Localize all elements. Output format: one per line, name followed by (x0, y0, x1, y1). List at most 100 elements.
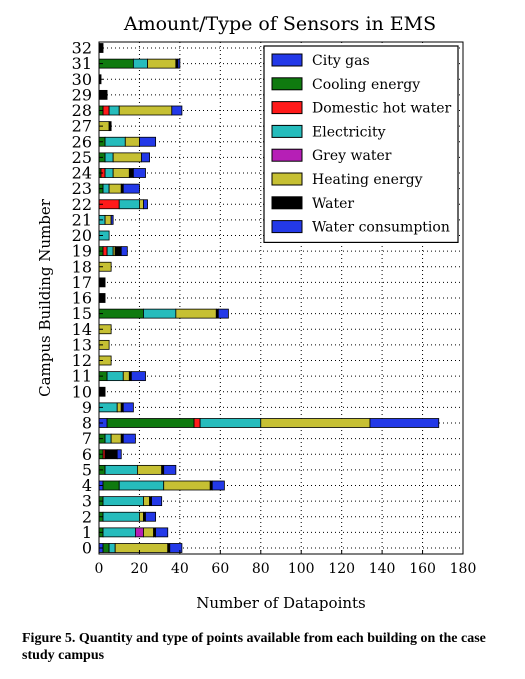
bar-segment (171, 105, 183, 116)
y-axis-label: Campus Building Number (36, 198, 54, 397)
bar-segment (139, 199, 144, 210)
legend-label: Water (312, 196, 354, 212)
x-axis-label: Number of Datapoints (196, 594, 366, 612)
bar-segment (163, 464, 177, 475)
bar-segment (369, 418, 440, 428)
bar-segment (122, 183, 140, 194)
x-tick-label: 40 (171, 561, 189, 577)
bar-segment (116, 402, 122, 413)
bar-segment (102, 511, 140, 522)
bar-segment (108, 105, 120, 116)
y-tick-label: 30 (72, 70, 92, 89)
bar-segment (104, 464, 138, 475)
legend-label: City gas (312, 53, 370, 69)
bar-segment (120, 246, 128, 257)
bar-segment (110, 214, 114, 225)
y-tick-label: 5 (82, 460, 92, 479)
bar-segment (104, 449, 118, 460)
x-tick-label: 100 (288, 561, 315, 577)
legend-swatch (271, 101, 303, 115)
bar-segment (102, 105, 110, 116)
legend-label: Water consumption (312, 220, 450, 236)
x-tick-label: 80 (252, 561, 270, 577)
bar-segment (128, 168, 134, 178)
y-tick-label: 2 (82, 507, 92, 526)
bar-segment (106, 246, 114, 257)
y-tick-label: 3 (82, 492, 92, 511)
legend-label: Electricity (312, 124, 386, 140)
bar-segment (102, 480, 120, 491)
y-tick-label: 21 (72, 210, 92, 229)
bar-segment (122, 433, 136, 444)
y-tick-label: 18 (72, 257, 92, 276)
y-tick-label: 28 (72, 101, 92, 120)
y-tick-label: 32 (72, 39, 92, 58)
bar-segment (118, 199, 140, 210)
bar-segment (175, 308, 217, 319)
x-tick-label: 20 (131, 561, 149, 577)
x-tick-label: 0 (95, 561, 104, 577)
bar-segment (106, 418, 195, 428)
bar-segment (106, 371, 124, 382)
x-tick-label: 160 (409, 561, 436, 577)
bar-segment (108, 183, 122, 194)
bar-segment (145, 511, 157, 522)
y-tick-label: 19 (72, 242, 92, 261)
bar-segment (104, 152, 114, 163)
bar-segment (98, 58, 134, 69)
bar-segment (104, 433, 112, 444)
bar-segment (143, 308, 177, 319)
legend-swatch (271, 53, 303, 67)
bar-segment (122, 371, 130, 382)
bar-segment (134, 527, 144, 538)
bar-segment (108, 543, 116, 553)
y-tick-label: 26 (72, 132, 92, 151)
y-tick-label: 15 (72, 304, 92, 323)
bar-segment (122, 402, 134, 413)
bar-segment (102, 246, 108, 257)
bar-segment (104, 168, 114, 178)
bar-segment (211, 480, 225, 491)
x-tick-label: 180 (450, 561, 477, 577)
bar-segment (102, 183, 110, 194)
legend-box (263, 45, 459, 243)
y-tick-label: 1 (82, 523, 92, 542)
y-tick-label: 6 (82, 445, 92, 464)
bar-segment (143, 496, 150, 507)
bar-segment (217, 308, 229, 319)
bar-segment (137, 464, 163, 475)
legend-swatch (271, 148, 303, 162)
bar-segment (132, 168, 146, 178)
bar-segment (118, 105, 173, 116)
y-tick-label: 24 (72, 164, 92, 183)
y-tick-label: 31 (72, 54, 92, 73)
bar-segment (130, 371, 146, 382)
legend-swatch (271, 77, 303, 91)
y-tick-label: 16 (72, 289, 92, 308)
axis-ticks: 0 20 40 60 80 100 120 140 160 1800123456789101112… (72, 39, 477, 578)
bar-segment (114, 246, 122, 257)
legend-label: Domestic hot water (312, 101, 452, 117)
bar-segment (124, 136, 140, 147)
bar-segment (104, 214, 112, 225)
bar-segment (104, 136, 126, 147)
bar-segment (143, 199, 148, 210)
y-tick-label: 27 (72, 117, 92, 136)
y-tick-label: 12 (72, 351, 92, 370)
bar-segment (132, 58, 148, 69)
bar-segment (141, 152, 150, 163)
bar-segment (118, 480, 165, 491)
bar-segment (143, 527, 155, 538)
figure-caption: Figure 5. Quantity and type of points av… (22, 631, 486, 663)
y-tick-label: 17 (72, 273, 92, 292)
chart-title: Amount/Type of Sensors in EMS (123, 13, 436, 35)
legend: City gas Cooling energy Domestic hot water… (263, 45, 459, 243)
bar-segment (110, 433, 122, 444)
bar-segment (102, 496, 144, 507)
legend-swatch (271, 172, 303, 186)
y-tick-label: 7 (82, 429, 92, 448)
bar-segment (139, 511, 144, 522)
bar-segment (116, 449, 122, 460)
bar-segment (147, 58, 177, 69)
bars-layer (98, 43, 440, 553)
